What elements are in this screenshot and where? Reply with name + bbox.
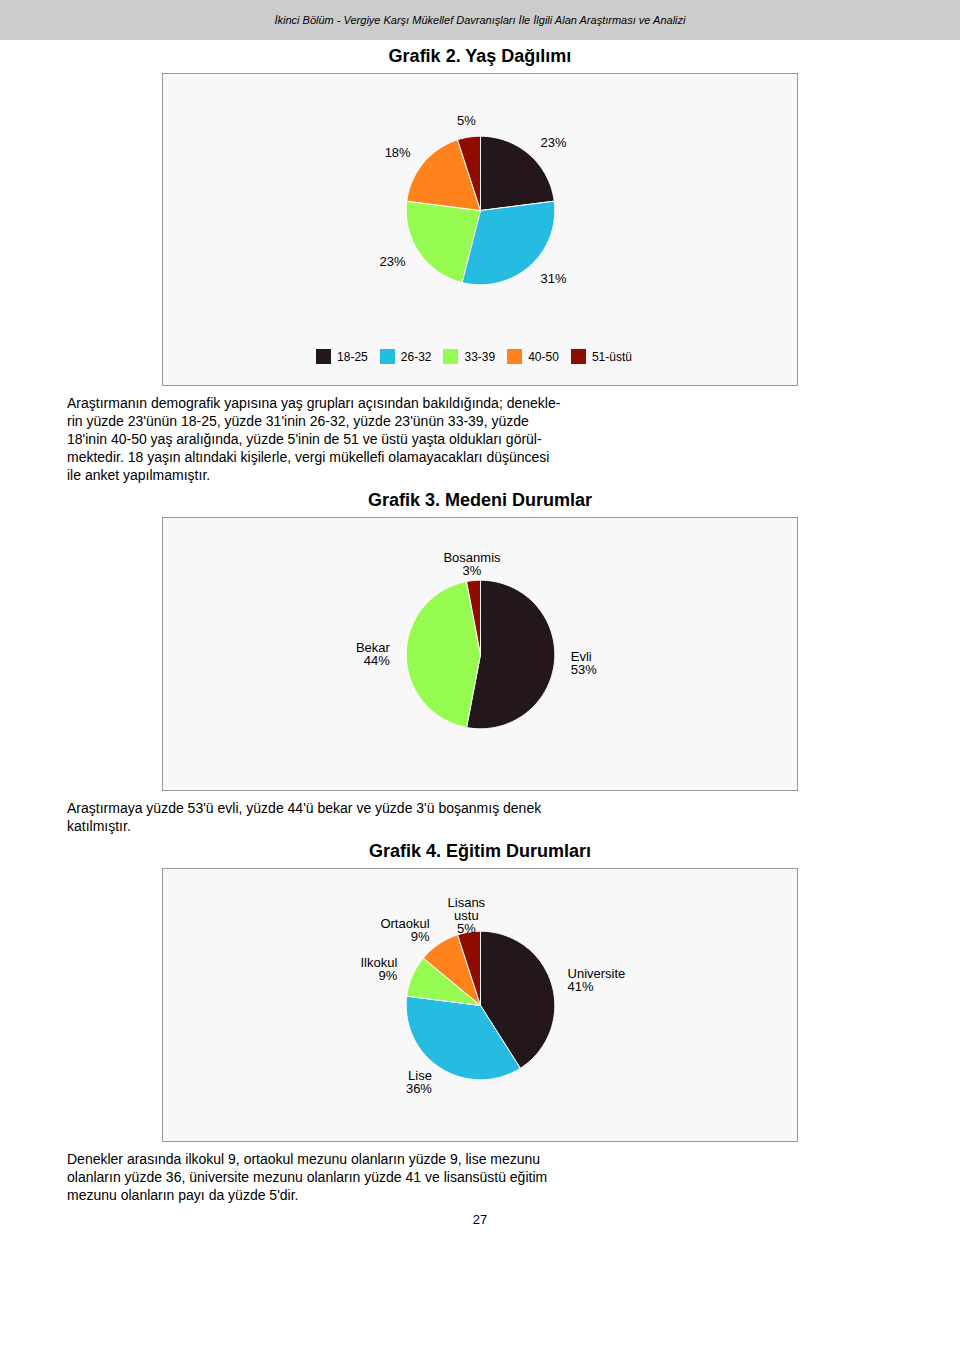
svg-text:23%: 23% (540, 135, 566, 150)
svg-text:Ilkokul9%: Ilkokul9% (360, 955, 397, 983)
svg-text:Bekar44%: Bekar44% (356, 640, 391, 668)
html-text:mezunu olanların payı da yüzde: mezunu olanların payı da yüzde 5'dir. (67, 1187, 299, 1203)
html-text:26-32: 26-32 (400, 349, 432, 364)
svg-text:Bosanmis3%: Bosanmis3% (443, 550, 501, 578)
svg-text:Lisansustu5%: Lisansustu5% (448, 895, 486, 936)
html-text:Grafik 3. Medeni Durumlar: Grafik 3. Medeni Durumlar (368, 490, 592, 510)
html-text:ile anket yapılmamıştır.: ile anket yapılmamıştır. (67, 467, 211, 483)
html-text:mektedir. 18 yaşın altındaki k: mektedir. 18 yaşın altındaki kişilerle, … (67, 449, 550, 465)
html-text:İkinci Bölüm - Vergiye Karşı M: İkinci Bölüm - Vergiye Karşı Mükellef Da… (274, 14, 686, 26)
html-text:27: 27 (472, 1212, 488, 1227)
html-text:Araştırmaya yüzde 53'ü evli, y: Araştırmaya yüzde 53'ü evli, yüzde 44'ü … (67, 800, 542, 816)
svg-text:31%: 31% (540, 271, 566, 286)
html-text:40-50: 40-50 (528, 349, 559, 364)
svg-text:Universite41%: Universite41% (568, 966, 626, 994)
html-text:18-25: 18-25 (337, 349, 368, 364)
svg-text:Ortaokul9%: Ortaokul9% (380, 916, 430, 944)
html-text:18'inin 40-50 yaş aralığında,: 18'inin 40-50 yaş aralığında, yüzde 5'in… (67, 431, 542, 447)
svg-text:18%: 18% (385, 145, 411, 160)
svg-text:Evli53%: Evli53% (571, 649, 597, 677)
svg-text:5%: 5% (457, 113, 476, 128)
html-text:Denekler arasında ilkokul 9, o: Denekler arasında ilkokul 9, ortaokul me… (67, 1151, 541, 1167)
html-text:Araştırmanın demografik yapısı: Araştırmanın demografik yapısına yaş gru… (67, 395, 561, 411)
html-text:olanların yüzde 36, üniversite: olanların yüzde 36, üniversite mezunu ol… (67, 1169, 548, 1185)
html-text:katılmıştır.: katılmıştır. (67, 818, 131, 834)
svg-text:Lise36%: Lise36% (406, 1068, 432, 1096)
html-text:rin yüzde 23'ünün 18-25, yüzde: rin yüzde 23'ünün 18-25, yüzde 31'inin 2… (67, 413, 529, 429)
html-text:Grafik 4. Eğitim Durumları: Grafik 4. Eğitim Durumları (369, 841, 591, 861)
html-text:Grafik 2. Yaş Dağılımı: Grafik 2. Yaş Dağılımı (388, 46, 572, 66)
html-text:51-üstü: 51-üstü (591, 349, 632, 364)
svg-text:23%: 23% (380, 254, 406, 269)
html-text:33-39: 33-39 (464, 349, 496, 364)
